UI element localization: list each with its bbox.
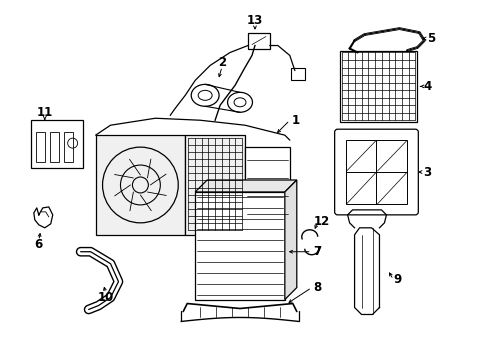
Polygon shape <box>195 180 296 192</box>
Text: 13: 13 <box>246 14 263 27</box>
Bar <box>95 135 185 235</box>
Text: 4: 4 <box>422 80 430 93</box>
Bar <box>36 132 45 162</box>
Bar <box>339 50 416 122</box>
Text: 3: 3 <box>423 166 430 179</box>
Text: 10: 10 <box>97 291 113 304</box>
Bar <box>345 140 407 204</box>
Bar <box>247 32 269 49</box>
Text: 6: 6 <box>35 238 43 251</box>
Bar <box>290 68 304 80</box>
Text: 9: 9 <box>392 273 401 286</box>
Bar <box>50 132 59 162</box>
Text: 12: 12 <box>313 215 329 228</box>
Polygon shape <box>354 228 379 315</box>
Bar <box>185 135 244 235</box>
Text: 8: 8 <box>313 281 321 294</box>
Text: 5: 5 <box>427 32 434 45</box>
Text: 7: 7 <box>313 245 321 258</box>
Text: 11: 11 <box>37 106 53 119</box>
Text: 2: 2 <box>218 56 225 69</box>
Polygon shape <box>285 180 296 300</box>
Bar <box>195 192 285 300</box>
Bar <box>244 147 289 222</box>
Text: 1: 1 <box>291 114 299 127</box>
FancyBboxPatch shape <box>334 129 417 215</box>
Bar <box>31 120 82 168</box>
Bar <box>63 132 73 162</box>
